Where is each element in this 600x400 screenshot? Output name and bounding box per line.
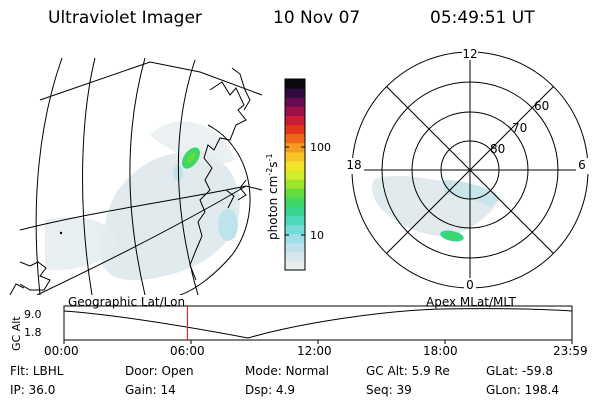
timeline-xtick-1200: 12:00 — [297, 344, 332, 358]
gain-value: 14 — [160, 383, 176, 397]
colorbar-segment — [285, 133, 305, 144]
glon-value: 198.4 — [524, 383, 559, 397]
timeline-xtick-0600: 06:00 — [170, 344, 205, 358]
colorbar-segment — [285, 151, 305, 162]
colorbar-segment — [285, 197, 305, 207]
mode-value: Normal — [285, 364, 329, 378]
colorbar-segment — [285, 215, 305, 226]
colorbar-segment — [285, 106, 305, 116]
mlt-label-6: 6 — [578, 158, 586, 172]
colorbar-segment — [285, 188, 305, 198]
timeline-ylabel: GC Alt — [10, 316, 23, 351]
timeline-ytick-1.8: 1.8 — [24, 326, 42, 339]
mlat-label-80: 80 — [490, 142, 505, 156]
colorbar-segment — [285, 206, 305, 217]
colorbar-segment — [285, 224, 305, 235]
colorbar-segment — [285, 260, 305, 271]
colorbar-segment — [285, 124, 305, 135]
colorbar-label: photon cm-2s-1 — [265, 153, 280, 240]
colorbar-segment — [285, 160, 305, 171]
info-seq: Seq: 39 — [366, 383, 412, 397]
colorbar-segment — [285, 88, 305, 98]
colorbar-segment — [285, 97, 305, 107]
timeline-ytick-9: 9.0 — [24, 308, 42, 321]
date-display: 10 Nov 07 — [273, 8, 361, 28]
altitude-curve — [63, 308, 573, 339]
door-value: Open — [161, 364, 194, 378]
info-ip: IP: 36.0 — [10, 383, 56, 397]
filter-value: LBHL — [32, 364, 64, 378]
seq-value: 39 — [396, 383, 412, 397]
timeline-frame — [63, 305, 573, 341]
timeline-xtick-0000: 00:00 — [44, 344, 79, 358]
info-mode: Mode: Normal — [245, 364, 329, 378]
colorbar-tick-label-10: 10 — [310, 229, 324, 242]
colorbar-frame — [284, 78, 306, 271]
colorbar-segment — [285, 233, 305, 244]
info-filter: Flt: LBHL — [10, 364, 64, 378]
polar-plot: 12 18 6 0 60 70 80 — [342, 46, 590, 292]
info-door: Door: Open — [125, 364, 194, 378]
app-title: Ultraviolet Imager — [48, 8, 202, 28]
orbit-timeline: GC Alt 9.0 1.8 — [10, 305, 573, 351]
colorbar-segment — [285, 115, 305, 126]
mlat-label-70: 70 — [512, 121, 527, 135]
mlat-label-60: 60 — [534, 99, 549, 113]
aurora-diffuse-region — [100, 151, 240, 281]
timeline-xtick-1800: 18:00 — [423, 344, 458, 358]
colorbar-segment — [285, 142, 305, 153]
mlt-label-0: 0 — [466, 278, 474, 292]
timeline-xtick-2359: 23:59 — [553, 344, 588, 358]
colorbar-segment — [285, 251, 305, 262]
ip-value: 36.0 — [28, 383, 56, 397]
colorbar-segment — [285, 179, 305, 189]
mlt-label-18: 18 — [346, 158, 361, 172]
colorbar-tick-label-100: 100 — [310, 141, 331, 154]
mlt-label-12: 12 — [462, 47, 477, 61]
glat-value: -59.8 — [521, 364, 553, 378]
colorbar-segment — [285, 242, 305, 253]
gc-alt-value: 5.9 Re — [411, 364, 450, 378]
time-display: 05:49:51 UT — [430, 8, 535, 28]
colorbar: 100 10 photon cm-2s-1 — [265, 78, 331, 271]
info-glat: GLat: -59.8 — [486, 364, 553, 378]
colorbar-segment — [285, 79, 305, 89]
geographic-map — [9, 57, 263, 295]
colorbar-gradient — [285, 79, 305, 271]
info-dsp: Dsp: 4.9 — [245, 383, 296, 397]
dsp-value: 4.9 — [275, 383, 296, 397]
colorbar-segment — [285, 169, 305, 180]
info-gain: Gain: 14 — [125, 383, 176, 397]
info-glon: GLon: 198.4 — [486, 383, 559, 397]
info-gc-alt: GC Alt: 5.9 Re — [366, 364, 450, 378]
